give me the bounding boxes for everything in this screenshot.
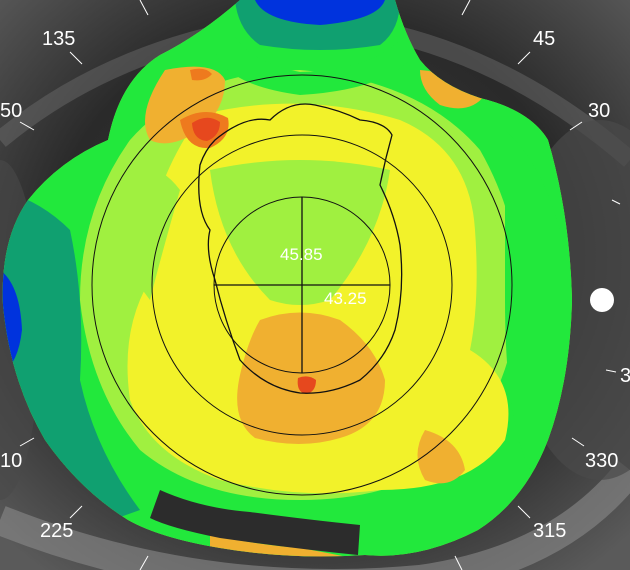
axis-label-225: 225 [40,520,73,542]
axis-label-135: 135 [42,28,75,50]
axis-label-45: 45 [533,28,555,50]
tick-225 [69,505,83,519]
tick-bottom-left [139,555,149,570]
color-region-orange [417,430,465,484]
color-region-green [215,25,410,95]
tick-45 [517,51,531,65]
axis-label-315: 315 [533,520,566,542]
crosshair [214,197,390,373]
color-region-red-orange [192,117,220,141]
tick-top-left [139,0,149,16]
color-region-lime [110,167,180,300]
axis-label-30: 30 [588,100,610,122]
ring-outer [91,74,513,496]
lower-eyelid [0,460,630,570]
axis-label-0: 3 [620,365,630,387]
color-region-lime [210,160,390,305]
color-region-red-orange [297,376,316,394]
color-region-blue [255,0,385,25]
color-region-orange [420,70,485,109]
tick-bottom-right [454,555,463,570]
pupil-outline [198,103,403,394]
tick-150 [19,121,35,131]
tick-30 [569,121,583,131]
tick-top-right [461,0,471,16]
tick-315 [517,505,531,519]
flat-k-value: 43.25 [324,289,367,308]
axis-label-330: 330 [585,450,618,472]
reflection-spot [590,288,614,312]
steep-k-value: 45.85 [280,245,323,264]
tick-right-lower [605,369,617,373]
color-region-green [505,130,572,470]
meridian-ticks [19,0,621,570]
axis-label-150: 50 [0,100,22,122]
axis-label-210: 10 [0,450,22,472]
tick-210 [19,437,35,447]
tick-right-upper [611,199,621,205]
tick-135 [69,51,83,65]
tick-330 [571,437,585,447]
ring-middle [151,134,453,436]
color-region-dark-orange [190,68,212,81]
